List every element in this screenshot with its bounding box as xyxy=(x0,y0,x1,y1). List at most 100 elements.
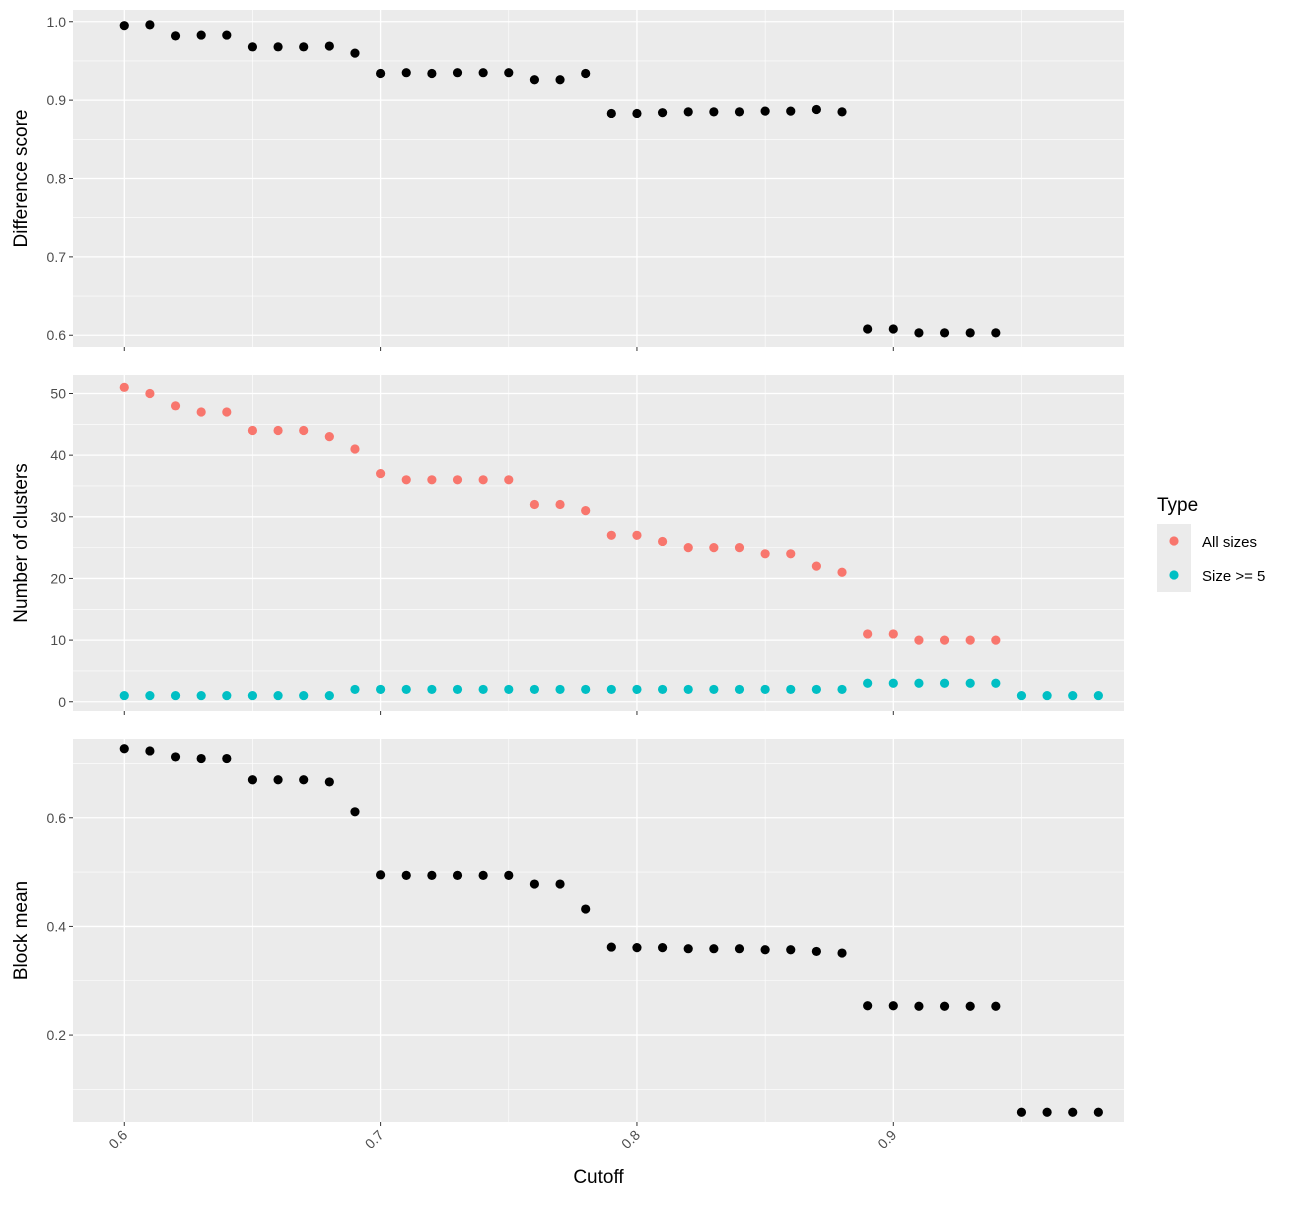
data-point xyxy=(452,68,463,78)
x-tick-label: 0.7 xyxy=(362,1127,387,1152)
data-point xyxy=(324,777,334,787)
legend-title: Type xyxy=(1157,495,1198,516)
data-point xyxy=(581,684,591,695)
y-tick-label: 0 xyxy=(58,694,66,710)
data-point xyxy=(452,684,463,695)
data-point xyxy=(427,870,437,880)
data-point xyxy=(145,690,155,701)
data-point xyxy=(119,690,129,701)
data-point xyxy=(273,42,283,52)
data-point xyxy=(760,549,770,559)
data-point xyxy=(324,690,334,701)
data-point xyxy=(683,944,693,954)
data-point xyxy=(555,684,565,695)
legend-entry: Size >= 5 xyxy=(1157,558,1265,592)
legend-marker xyxy=(1169,536,1179,546)
data-point xyxy=(734,944,745,954)
data-point xyxy=(991,328,1001,338)
data-point xyxy=(401,870,411,880)
data-point xyxy=(1068,1107,1078,1117)
data-point xyxy=(837,948,847,958)
y-tick-label: 40 xyxy=(50,447,66,463)
data-point xyxy=(273,690,283,701)
y-tick-label: 0.8 xyxy=(47,171,67,187)
data-point xyxy=(504,475,514,485)
data-point xyxy=(914,328,924,338)
legend-entries: All sizes Size >= 5 xyxy=(1157,524,1265,592)
data-point xyxy=(299,425,309,436)
data-point xyxy=(734,684,745,695)
data-point xyxy=(811,104,821,115)
data-point xyxy=(478,870,488,880)
data-point xyxy=(837,684,847,695)
data-point xyxy=(837,567,847,577)
series-1 xyxy=(119,744,1103,1117)
data-point xyxy=(504,870,514,880)
data-point xyxy=(914,678,924,688)
y-tick-label: 10 xyxy=(50,632,66,648)
data-point xyxy=(606,942,616,952)
legend-label: Size >= 5 xyxy=(1202,568,1265,585)
legend-entry: All sizes xyxy=(1157,524,1257,558)
data-point xyxy=(632,684,642,695)
data-point xyxy=(145,746,155,756)
data-point xyxy=(401,68,411,78)
data-point xyxy=(555,879,565,889)
data-point xyxy=(786,945,796,955)
data-point xyxy=(170,752,181,762)
data-point xyxy=(452,475,463,485)
data-point xyxy=(299,775,309,785)
data-point xyxy=(709,684,719,695)
data-point xyxy=(965,678,975,688)
y-tick-label: 30 xyxy=(50,509,66,525)
data-point xyxy=(939,1001,950,1011)
panel-background xyxy=(73,375,1124,711)
data-point xyxy=(427,684,437,695)
data-point xyxy=(760,684,770,695)
panel-background xyxy=(73,739,1124,1122)
data-point xyxy=(734,543,745,553)
data-point xyxy=(529,499,540,510)
data-point xyxy=(939,635,950,645)
x-tick-label: 0.8 xyxy=(618,1127,643,1152)
data-point xyxy=(734,107,745,117)
data-point xyxy=(478,475,488,485)
x-tick-label: 0.6 xyxy=(105,1127,130,1152)
data-point xyxy=(581,68,591,79)
data-point xyxy=(247,42,258,52)
data-point xyxy=(222,690,232,701)
data-point xyxy=(683,107,693,117)
panel-2: 0 10 20 30 40 50 Number of clusters xyxy=(11,375,1124,715)
data-point xyxy=(632,530,642,540)
data-point xyxy=(914,635,924,645)
data-point xyxy=(1068,690,1078,701)
data-point xyxy=(888,324,898,334)
data-point xyxy=(863,629,873,639)
data-point xyxy=(863,678,873,688)
data-point xyxy=(965,1001,975,1011)
y-tick-label: 0.7 xyxy=(47,249,67,265)
data-point xyxy=(145,20,155,30)
data-point xyxy=(324,432,334,442)
data-point xyxy=(657,108,668,118)
data-point xyxy=(965,328,975,338)
data-point xyxy=(683,543,693,553)
data-point xyxy=(529,75,540,85)
data-point xyxy=(657,536,668,547)
y-tick-label: 0.6 xyxy=(47,327,67,343)
data-point xyxy=(863,324,873,334)
panel-3: 0.2 0.4 0.6 Block mean xyxy=(11,739,1124,1126)
data-point xyxy=(709,944,719,954)
data-point xyxy=(401,684,411,695)
data-point xyxy=(811,684,821,695)
chart-panels: 0.6 0.7 0.8 0.9 1.0 Difference score 0 10 20 30 40… xyxy=(11,10,1124,1126)
data-point xyxy=(888,1001,898,1011)
y-tick-label: 0.2 xyxy=(47,1027,67,1043)
y-tick-label: 20 xyxy=(50,570,66,586)
data-point xyxy=(529,684,540,695)
data-point xyxy=(350,48,360,58)
data-point xyxy=(939,328,950,338)
data-point xyxy=(119,382,129,392)
data-point xyxy=(170,31,181,41)
data-point xyxy=(299,42,309,52)
